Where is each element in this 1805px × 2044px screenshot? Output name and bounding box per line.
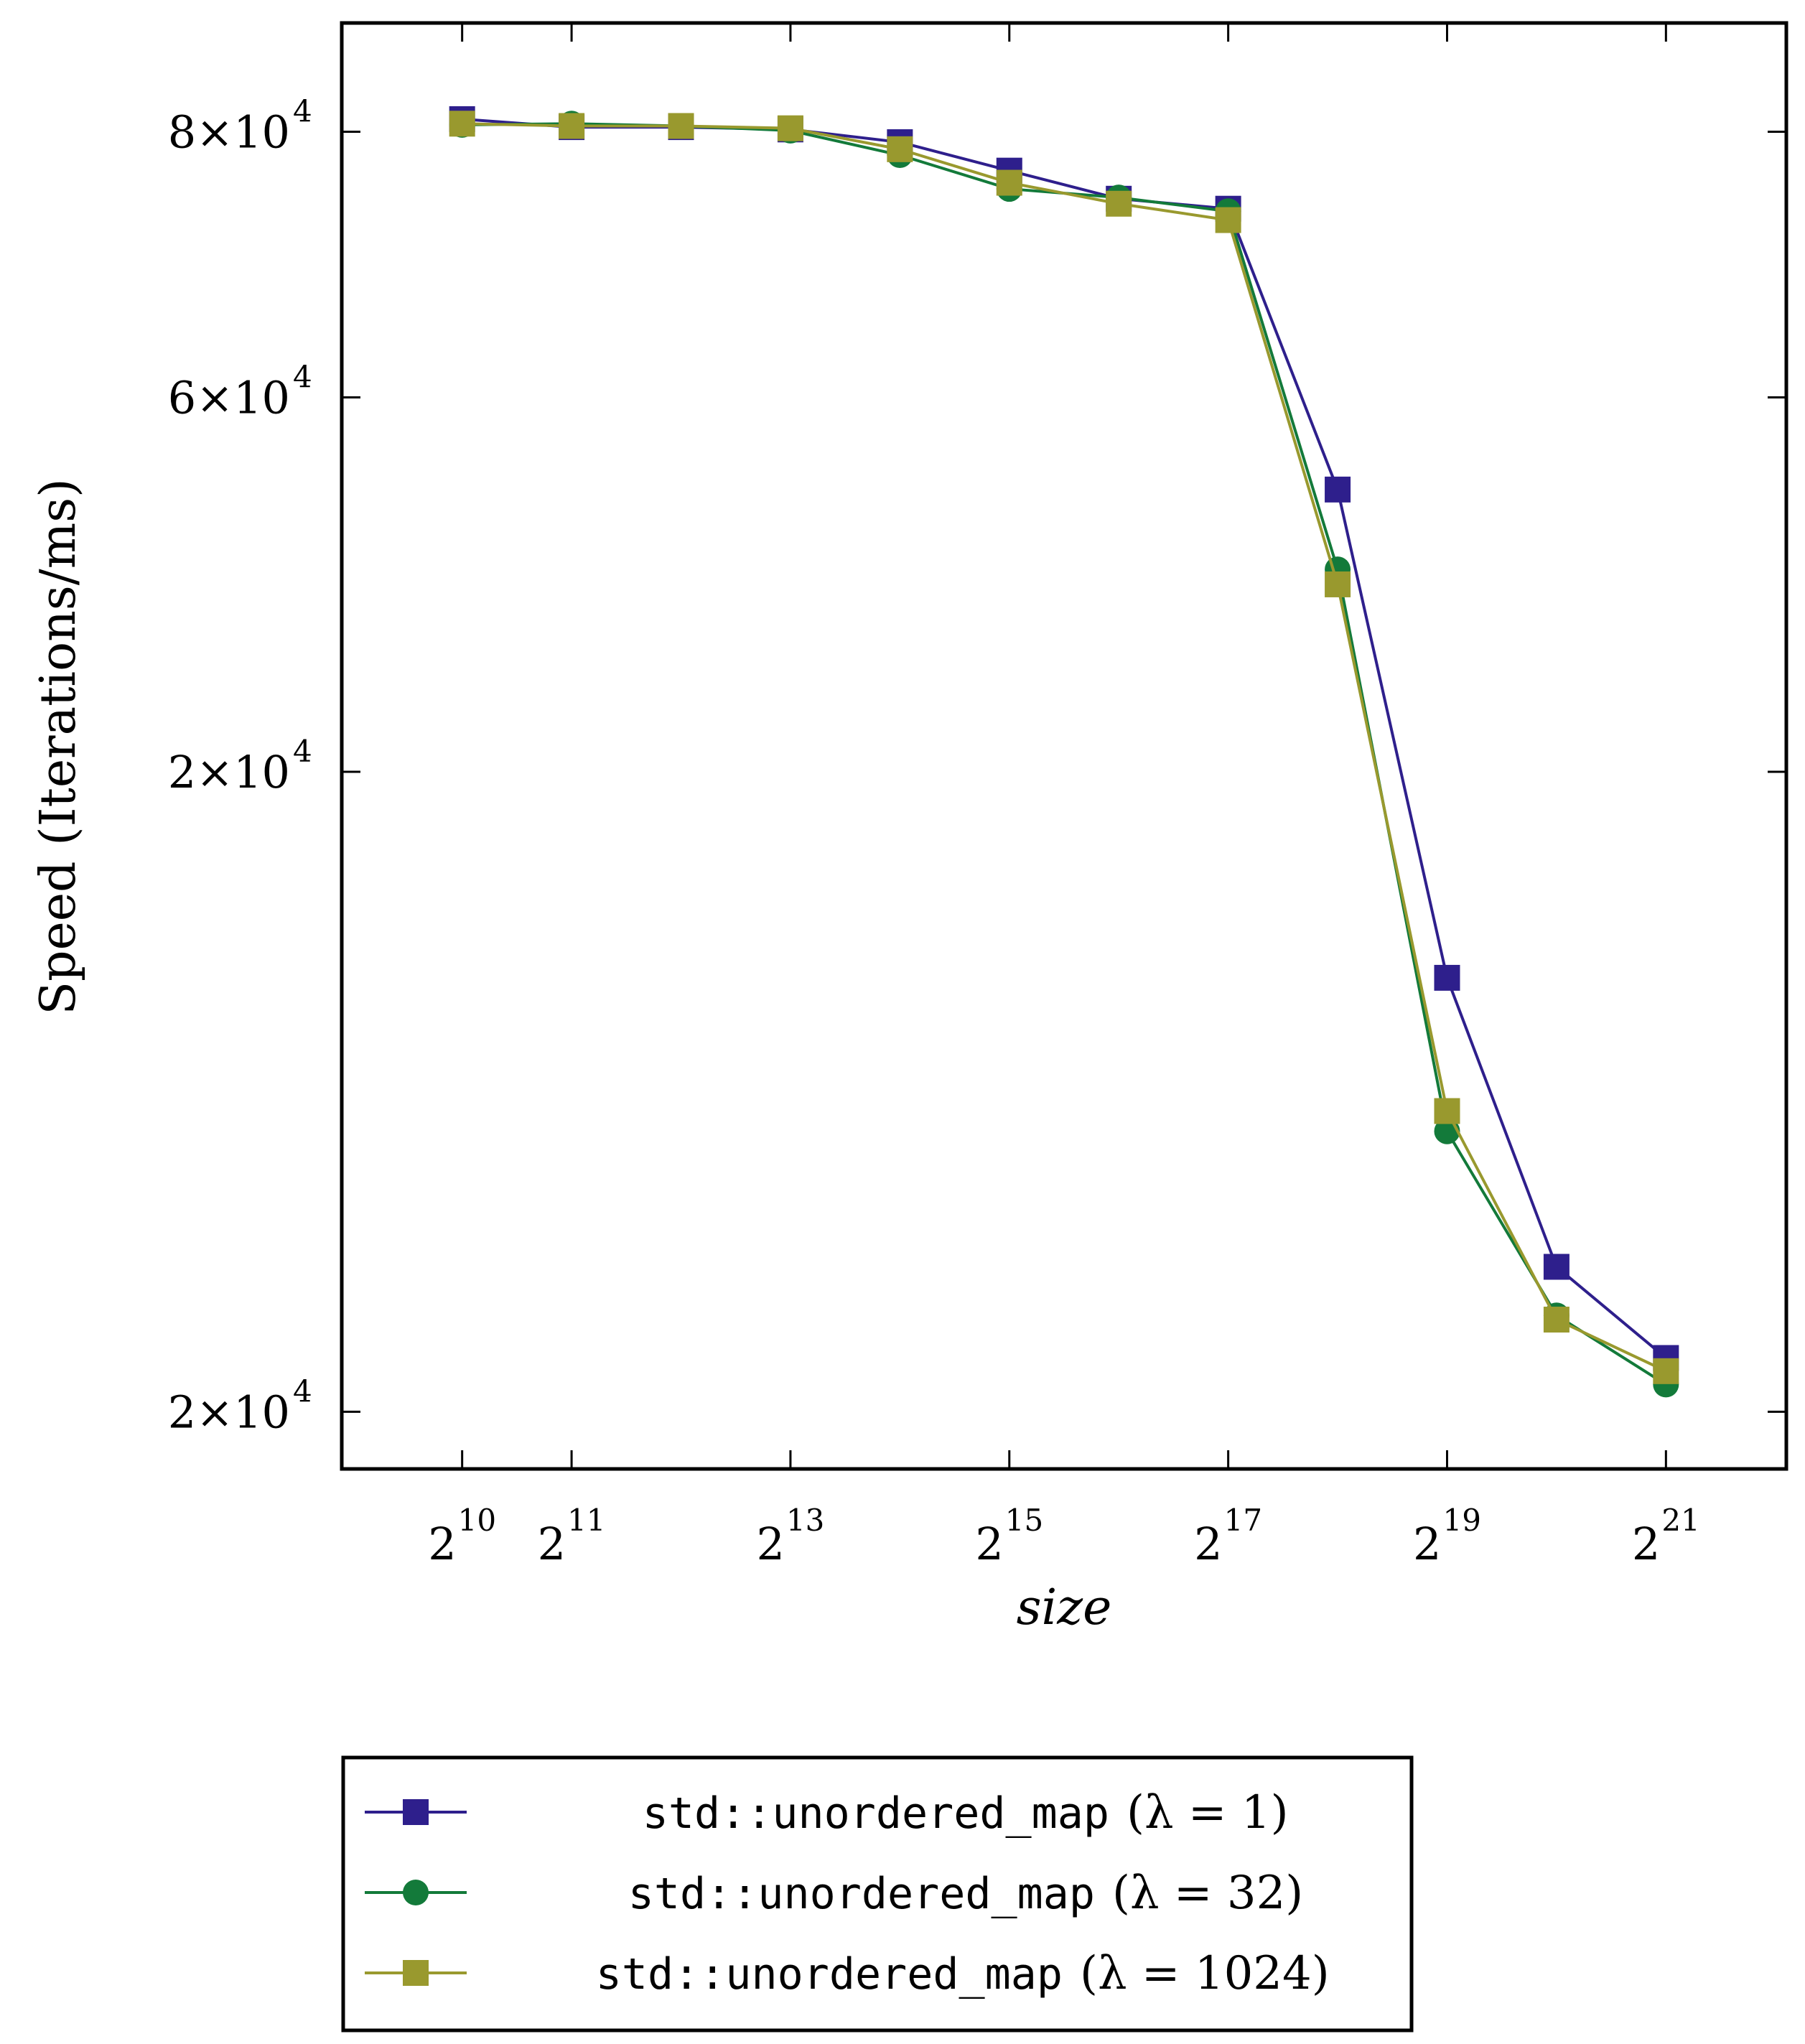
data-point: [1543, 1307, 1570, 1333]
legend-label-param: (λ = 1): [1127, 1786, 1289, 1839]
legend-marker: [403, 1880, 429, 1905]
x-tick-base: 2: [1194, 1518, 1222, 1570]
x-tick-base: 2: [1632, 1518, 1660, 1570]
x-tick-exponent: 21: [1661, 1503, 1699, 1538]
x-tick-exponent: 19: [1442, 1503, 1480, 1538]
data-point: [777, 115, 803, 141]
y-tick-exponent: 4: [293, 734, 312, 769]
x-tick-base: 2: [538, 1518, 566, 1570]
x-tick-exponent: 15: [1005, 1503, 1043, 1538]
legend: std::unordered_map (λ = 1)std::unordered_…: [341, 1755, 1414, 2033]
data-point: [1106, 190, 1132, 217]
x-tick-base: 2: [975, 1518, 1003, 1570]
y-tick-label: 2×10: [168, 1386, 290, 1438]
legend-label-param: (λ = 1024): [1080, 1947, 1330, 2000]
series-3: [449, 111, 1679, 1384]
data-point: [1215, 207, 1241, 233]
x-tick-exponent: 13: [786, 1503, 824, 1538]
y-tick-label: 8×10: [168, 106, 290, 158]
legend-label-code: std::unordered_map: [596, 1949, 1063, 1999]
y-tick-exponent: 4: [293, 1373, 312, 1409]
x-axis-ticks: 2 10 2 11 2 13 2 15 2 17 2 19 2 21: [428, 23, 1700, 1570]
legend-label-param: (λ = 32): [1112, 1867, 1303, 1920]
y-tick-exponent: 4: [293, 359, 312, 394]
y-tick-exponent: 4: [293, 93, 312, 129]
y-tick-label: 6×10: [168, 371, 290, 424]
x-tick-exponent: 11: [567, 1503, 605, 1538]
series-line: [462, 117, 1667, 1360]
data-point: [1325, 571, 1351, 597]
series-1: [449, 106, 1679, 1371]
data-point: [559, 113, 585, 139]
x-axis-label: size: [1017, 1579, 1112, 1636]
legend-label-code: std::unordered_map: [628, 1869, 1095, 1919]
series-layer: [449, 106, 1679, 1398]
legend-marker: [403, 1799, 429, 1825]
series-line: [462, 122, 1667, 1373]
legend-entry: std::unordered_map (λ = 32): [365, 1867, 1303, 1920]
data-point: [1434, 1098, 1460, 1124]
x-tick-base: 2: [756, 1518, 784, 1570]
legend-label-code: std::unordered_map: [643, 1788, 1109, 1839]
data-point: [1653, 1358, 1679, 1384]
y-tick-label: 2×10: [168, 746, 290, 798]
plot-frame: [340, 21, 1788, 1471]
series-2: [449, 111, 1679, 1398]
data-point: [668, 113, 694, 139]
data-point: [1325, 476, 1351, 503]
data-point: [996, 169, 1022, 196]
data-point: [1434, 964, 1460, 991]
data-point: [1543, 1254, 1570, 1280]
legend-entry: std::unordered_map (λ = 1): [365, 1786, 1289, 1839]
y-axis-label: Speed (Iterations/ms): [30, 478, 87, 1014]
x-tick-exponent: 17: [1224, 1503, 1262, 1538]
x-tick-base: 2: [428, 1518, 456, 1570]
x-tick-base: 2: [1413, 1518, 1441, 1570]
series-line: [462, 122, 1667, 1386]
legend-entry: std::unordered_map (λ = 1024): [365, 1947, 1330, 2000]
data-point: [887, 136, 913, 162]
legend-marker: [403, 1960, 429, 1986]
legend-box: [341, 1755, 1414, 2033]
data-point: [449, 111, 475, 137]
y-axis-ticks: 2×10 42×10 46×10 48×10 4: [168, 93, 1786, 1438]
x-tick-exponent: 10: [458, 1503, 496, 1538]
